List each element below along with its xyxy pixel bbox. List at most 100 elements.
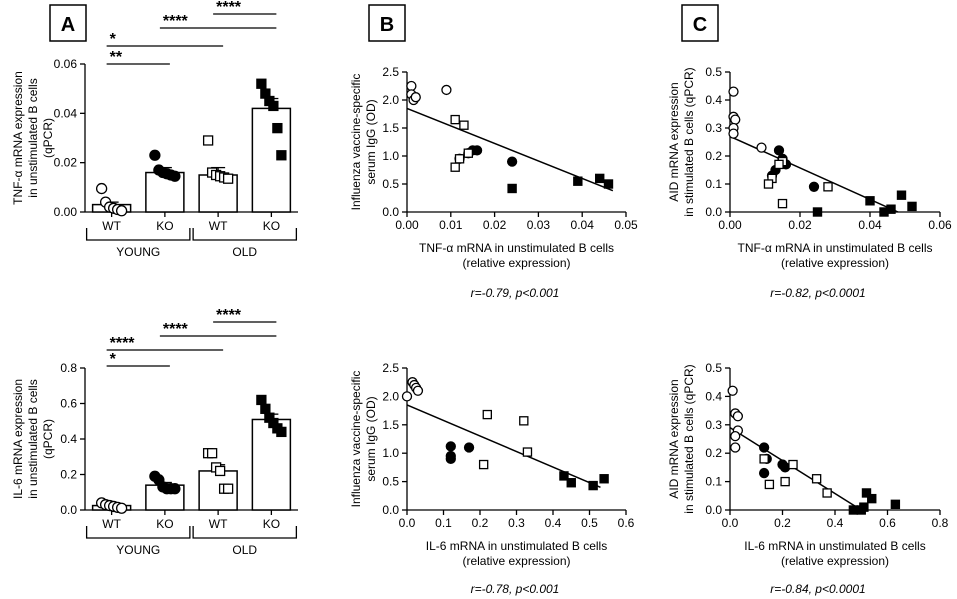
b1-young-WT-point [406, 80, 417, 92]
b2-young-WT-point [401, 391, 413, 402]
c2-y-tick-label: 0.1 [705, 475, 722, 489]
b1-old-WT-point [454, 154, 465, 164]
c1-young-KO-point [773, 145, 785, 156]
a2-data-point [206, 448, 218, 459]
b2-old-KO-point [588, 480, 598, 491]
stat-label-c2: r=-0.84, p<0.0001 [770, 582, 865, 596]
c2-x-axis-label: IL-6 mRNA in unstimulated B cells [744, 539, 925, 553]
b2-x-tick-label: 0.1 [435, 516, 452, 530]
c2-old-WT-point [822, 488, 832, 498]
chart-a1: 0.00 0.02 0.04 0.06 TNF-α mRNA expression in … [11, 0, 298, 259]
b1-x-tick-label: 0.02 [483, 218, 507, 232]
panel-label-b-text: B [380, 14, 394, 36]
a1-y-axis-label: in unstimulated B cells [26, 78, 40, 197]
b1-x-axis-label: (relative expression) [462, 256, 570, 270]
c2-x-axis-label: (relative expression) [781, 554, 889, 568]
stat-label-b2: r=-0.78, p<0.001 [471, 582, 560, 596]
b1-young-KO-point [506, 156, 518, 167]
c1-old-WT-point [823, 182, 833, 192]
panel-label-c: C [681, 4, 719, 42]
c1-y-tick-label: 0.1 [705, 177, 722, 191]
c1-y-axis-label: AID mRNA expression [667, 82, 681, 201]
b2-young-KO-point [463, 442, 475, 453]
a2-significance-label: **** [110, 335, 136, 352]
c1-x-tick-label: 0.04 [858, 218, 882, 232]
c2-x-tick-label: 0.6 [879, 516, 896, 530]
a1-data-point [149, 149, 161, 161]
c1-old-KO-point [907, 201, 917, 212]
c1-y-tick-label: 0.0 [705, 205, 722, 219]
c2-x-tick-label: 0.0 [722, 516, 739, 530]
b1-x-tick-label: 0.01 [439, 218, 463, 232]
b1-y-axis-label: serum IgG (OD) [364, 99, 378, 184]
b1-x-tick-label: 0.04 [571, 218, 595, 232]
b1-old-WT-point [459, 120, 469, 130]
a2-x-tick-label: WT [102, 517, 121, 531]
a1-data-point [202, 135, 214, 146]
chart-a2: 0.0 0.2 0.4 0.6 0.8 IL-6 mRNA expression in un… [11, 307, 298, 557]
c1-y-axis-label: in stimulated B cells (qPCR) [682, 67, 696, 216]
a2-data-point [115, 502, 128, 514]
b2-x-tick-label: 0.5 [581, 516, 598, 530]
b1-y-tick-label: 2.5 [382, 65, 399, 79]
a1-data-point [268, 100, 279, 112]
a2-y-axis-label: IL-6 mRNA expression [11, 379, 25, 499]
b2-y-tick-label: 1.0 [382, 446, 399, 460]
c2-y-tick-label: 0.2 [705, 446, 722, 460]
a1-group-label: OLD [232, 245, 257, 259]
a1-group-bracket [85, 228, 191, 241]
b2-young-KO-point [445, 441, 456, 452]
b1-young-KO-point [471, 145, 483, 156]
b1-young-WT-point [441, 84, 452, 96]
a2-y-tick-label: 0.6 [60, 397, 77, 411]
c1-x-axis-label: TNF-α mRNA in unstimulated B cells [738, 241, 933, 255]
c2-x-tick-label: 0.2 [774, 516, 791, 530]
b1-y-axis-label: Influenza vaccine-specific [349, 74, 363, 211]
b2-old-WT-point [482, 409, 493, 420]
c2-old-WT-point [780, 476, 790, 487]
a2-significance-label: **** [216, 307, 242, 324]
c2-young-WT-point [732, 411, 744, 422]
b2-y-axis-label: Influenza vaccine-specific [349, 371, 363, 508]
c2-y-tick-label: 0.3 [705, 418, 722, 432]
c2-x-tick-label: 0.4 [827, 516, 844, 530]
chart-c2: 0.0 0.1 0.2 0.3 0.4 0.5 AID mRNA expression in … [667, 361, 949, 568]
c2-old-KO-point [856, 505, 866, 515]
b1-old-WT-point [450, 162, 460, 172]
a1-data-point [169, 170, 181, 182]
b2-x-axis-label: (relative expression) [462, 554, 570, 568]
c1-young-KO-point [808, 181, 820, 192]
a1-significance-label: * [110, 31, 117, 48]
c2-young-WT-point [727, 385, 738, 396]
b1-old-KO-point [595, 173, 605, 184]
c2-y-axis-label: AID mRNA expression [667, 379, 681, 498]
a2-data-point [214, 465, 226, 477]
b1-y-tick-label: 2.0 [382, 93, 399, 107]
chart-b2: 0.0 0.5 1.0 1.5 2.0 2.5 Influenza vaccine-spec… [349, 361, 635, 568]
c1-x-axis-label: (relative expression) [781, 256, 889, 270]
b2-y-tick-label: 2.5 [382, 361, 399, 375]
a1-data-point [115, 205, 128, 217]
a2-y-tick-label: 0.0 [60, 503, 77, 517]
a1-data-point [222, 173, 234, 184]
c1-old-WT-point [774, 159, 784, 170]
a2-x-tick-label: KO [263, 517, 280, 531]
chart-b1: 0.0 0.5 1.0 1.5 2.0 2.5 Influenza vaccine-spec… [349, 65, 638, 270]
b1-old-WT-point [463, 148, 474, 158]
c2-y-axis-label: in stimulated B cells (qPCR) [682, 364, 696, 513]
b2-old-KO-point [566, 478, 576, 488]
c2-y-tick-label: 0.5 [705, 361, 722, 375]
c1-old-KO-point [886, 204, 896, 214]
a2-x-tick-label: WT [209, 517, 228, 531]
b2-young-KO-point [445, 453, 456, 465]
c2-young-KO-point [758, 467, 770, 479]
a1-group-bracket [192, 228, 298, 241]
b2-y-tick-label: 0.0 [382, 503, 399, 517]
c1-x-tick-label: 0.02 [788, 218, 812, 232]
c2-young-KO-point [779, 462, 791, 473]
a2-x-tick-label: KO [156, 517, 173, 531]
b2-old-WT-point [522, 447, 533, 457]
b1-y-tick-label: 1.5 [382, 121, 399, 135]
c2-old-WT-point [759, 454, 769, 464]
c1-old-WT-point [763, 179, 774, 189]
